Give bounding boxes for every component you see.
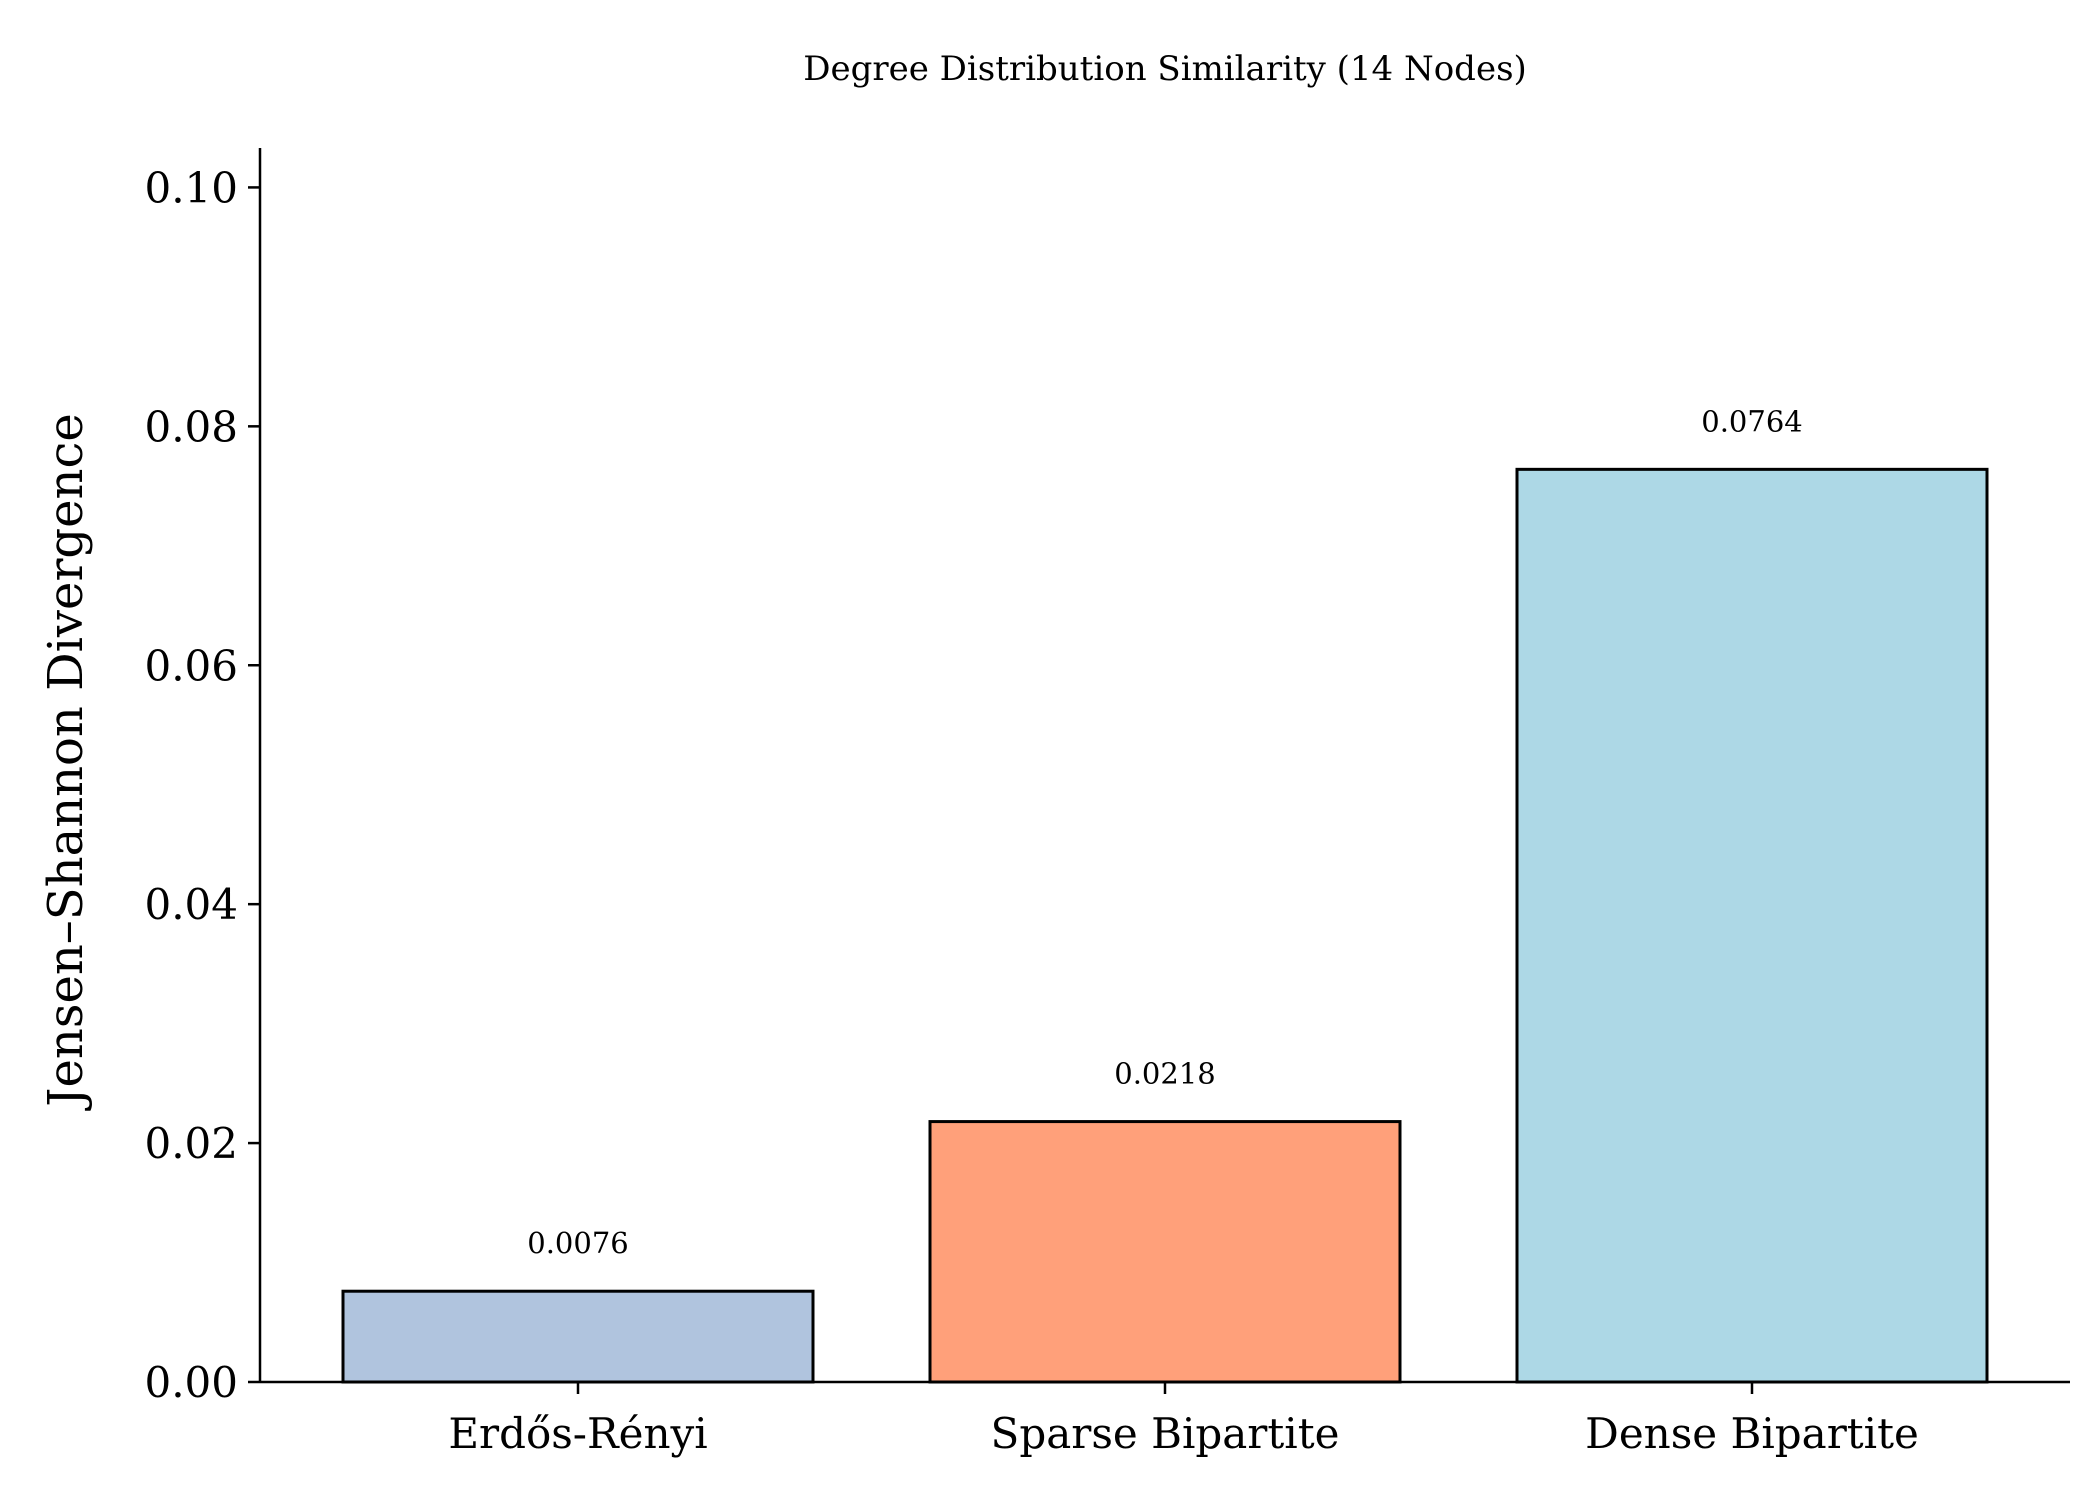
plot-area: 0.00 0.02 0.04 0.06 0.08 0.10 0.0076 Erdős-Rény…: [144, 148, 2070, 1458]
y-axis-label: Jensen–Shannon Divergence: [38, 413, 94, 1111]
x-tick-label: Erdős-Rényi: [448, 1409, 707, 1458]
y-tick-label: 0.06: [144, 641, 238, 690]
bar: [341, 1289, 815, 1384]
x-tick-label: Sparse Bipartite: [991, 1409, 1340, 1458]
data-label: 0.0764: [1701, 404, 1802, 438]
data-label: 0.0218: [1114, 1057, 1215, 1091]
bar: [928, 1120, 1402, 1384]
y-tick-label: 0.02: [144, 1119, 238, 1168]
bar: [1515, 467, 1989, 1384]
y-tick-label: 0.08: [144, 402, 238, 451]
x-tick-label: Dense Bipartite: [1585, 1409, 1919, 1458]
y-tick-label: 0.00: [144, 1358, 238, 1407]
y-tick-label: 0.04: [144, 880, 238, 929]
y-tick-label: 0.10: [144, 163, 238, 212]
chart-title: Degree Distribution Similarity (14 Nodes…: [803, 49, 1527, 89]
data-label: 0.0076: [527, 1226, 628, 1260]
